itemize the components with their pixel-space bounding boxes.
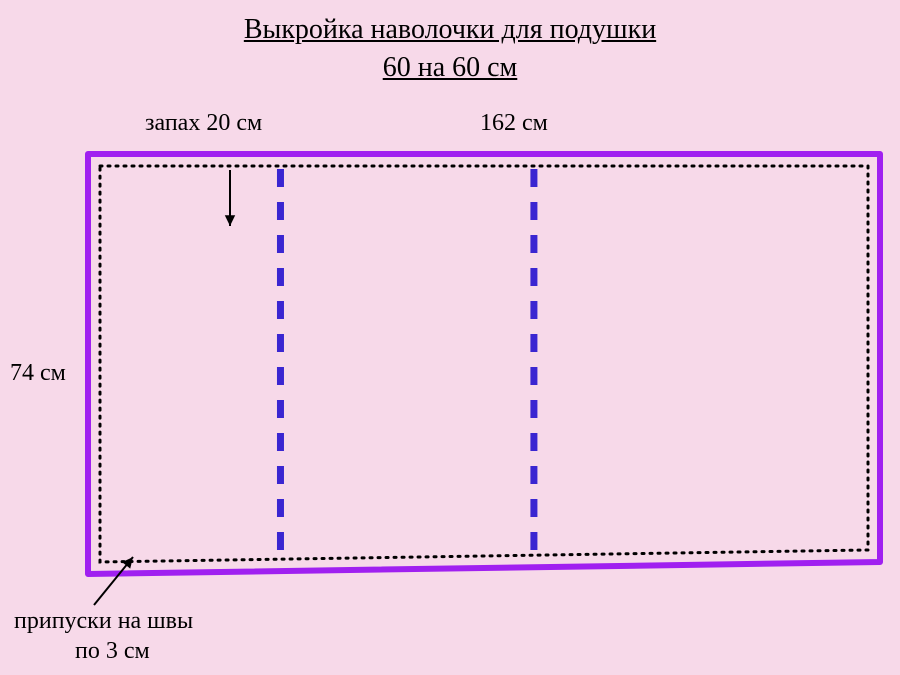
pattern-diagram (0, 0, 900, 675)
seam-allowance-line (100, 166, 868, 562)
outer-border (88, 154, 880, 574)
flap-label: запах 20 см (145, 110, 262, 137)
height-label: 74 см (10, 360, 66, 387)
seam-label-line2: по 3 см (75, 638, 150, 665)
flap-arrow-head (225, 215, 235, 226)
seam-label-line1: припуски на швы (14, 608, 193, 635)
width-label: 162 см (480, 110, 548, 137)
